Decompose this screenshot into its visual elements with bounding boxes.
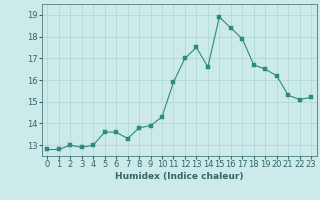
X-axis label: Humidex (Indice chaleur): Humidex (Indice chaleur) [115, 172, 244, 181]
